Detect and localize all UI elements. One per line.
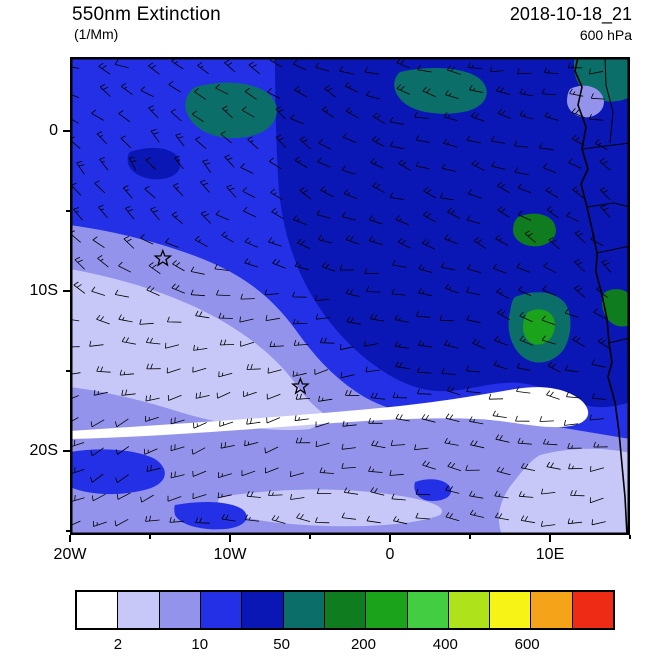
y-axis-major-tick — [63, 449, 70, 452]
x-axis-tick-label: 10W — [213, 546, 247, 563]
colorbar-cell — [117, 592, 159, 628]
star-marker — [291, 376, 310, 395]
colorbar-tick-label: 400 — [432, 636, 458, 653]
field-region-south-10-25-spot — [414, 479, 452, 501]
colorbar-cell — [199, 592, 242, 628]
colorbar-cell — [365, 592, 407, 628]
map-plot — [70, 57, 630, 535]
plot-frame — [70, 57, 630, 535]
units-label: (1/Mm) — [74, 26, 119, 42]
y-axis-major-tick — [63, 129, 70, 132]
field-region-sw-5-10 — [70, 225, 630, 535]
field-region-north-50-100-patch-b — [394, 67, 487, 114]
colorbar-cell — [571, 592, 614, 628]
x-axis-major-tick — [389, 535, 391, 542]
field-region-sw-10-25-blob-b — [174, 501, 247, 530]
y-axis-tick-label: 0 — [49, 121, 58, 139]
x-axis-major-tick — [69, 535, 71, 542]
colorbar-cell — [489, 592, 531, 628]
x-axis-major-tick — [549, 535, 551, 542]
colorbar-cell — [77, 592, 118, 628]
field-region-land-5-10-spot — [567, 85, 604, 118]
colorbar-cell — [447, 592, 490, 628]
colorbar-cell — [282, 592, 324, 628]
field-region-nw-25-50-spot — [127, 147, 181, 180]
x-axis-tick-label: 20W — [53, 546, 87, 563]
x-axis-minor-tick — [309, 535, 311, 539]
y-axis-minor-tick — [66, 369, 70, 372]
colorbar-tick-label: 200 — [350, 636, 376, 653]
colorbar-tick-label: 2 — [113, 636, 123, 653]
field-region-north-50-100-patch-a — [185, 82, 277, 139]
x-axis-tick-label: 10E — [535, 546, 565, 563]
x-axis-major-tick — [229, 535, 231, 542]
x-axis-minor-tick — [469, 535, 471, 539]
colorbar-tick-label: 50 — [273, 636, 290, 653]
colorbar-cell — [158, 592, 200, 628]
colorbar — [75, 590, 615, 630]
country-border — [586, 202, 630, 208]
x-axis-minor-tick — [149, 535, 151, 539]
country-border — [596, 245, 630, 254]
country-border — [608, 337, 630, 344]
colorbar-tick-label: 600 — [514, 636, 540, 653]
y-axis-major-tick — [63, 289, 70, 292]
x-axis-tick-label: 0 — [385, 546, 395, 563]
field-region-coast-200-300 — [523, 309, 555, 345]
colorbar-cell — [323, 592, 366, 628]
colorbar-cell — [530, 592, 572, 628]
colorbar-cell — [406, 592, 448, 628]
page-title: 550nm Extinction — [72, 4, 221, 25]
pressure-level-label: 600 hPa — [579, 27, 632, 43]
y-axis-minor-tick — [66, 209, 70, 212]
field-region-coast-100-200-a — [513, 213, 556, 247]
country-border — [581, 142, 630, 150]
field-region-inland-100-200 — [602, 289, 630, 327]
y-axis-tick-label: 20S — [29, 441, 58, 459]
datetime-label: 2018-10-18_21 — [509, 4, 632, 24]
colorbar-cell — [241, 592, 283, 628]
colorbar-tick-label: 10 — [191, 636, 209, 653]
country-border — [604, 57, 614, 144]
coastline — [574, 57, 628, 535]
field-region-sw-10-25-blob-a — [70, 449, 165, 495]
y-axis-minor-tick — [66, 529, 70, 532]
star-marker — [153, 248, 173, 267]
x-axis-minor-tick — [629, 535, 631, 539]
y-axis-tick-label: 10S — [29, 281, 58, 299]
